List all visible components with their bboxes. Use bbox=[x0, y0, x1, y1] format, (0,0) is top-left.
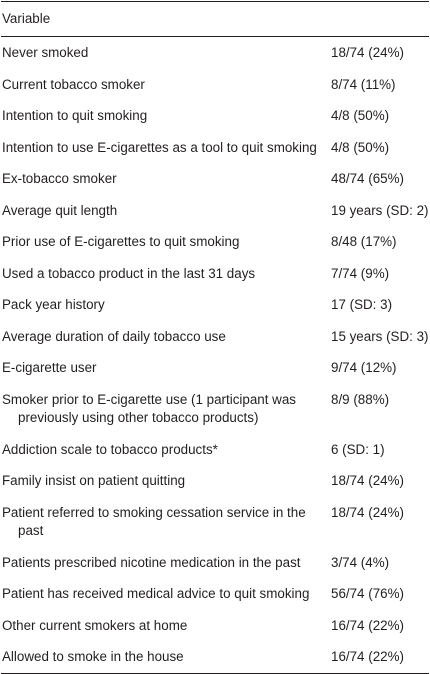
row-label: Prior use of E-cigarettes to quit smokin… bbox=[2, 234, 240, 249]
row-value: 7/74 (9%) bbox=[331, 265, 390, 281]
row-value: 3/74 (4%) bbox=[331, 554, 390, 570]
row-value: 16/74 (22%) bbox=[331, 617, 404, 633]
row-label: Other current smokers at home bbox=[2, 617, 188, 633]
row-label: Allowed to smoke in the house bbox=[2, 649, 184, 664]
row-value: 56/74 (76%) bbox=[331, 586, 404, 601]
row-value: 18/74 (24%) bbox=[331, 45, 404, 60]
row-label: Patient has received medical advice to q… bbox=[2, 586, 310, 601]
row-label: Smoker prior to E-cigarette use (1 parti… bbox=[2, 391, 296, 426]
row-value: 19 years (SD: 2) bbox=[331, 202, 429, 218]
row-label: Never smoked bbox=[2, 45, 89, 60]
table-row: E-cigarette user 9/74 (12%) bbox=[1, 352, 429, 384]
table-row: Other current smokers at home 16/74 (22%) bbox=[1, 610, 429, 642]
table-row: Patient has received medical advice to q… bbox=[1, 578, 429, 610]
row-value: 8/48 (17%) bbox=[331, 234, 397, 249]
row-value: 8/74 (11%) bbox=[331, 76, 396, 92]
table-row: Addiction scale to tobacco products* 6 (S… bbox=[1, 434, 429, 466]
row-label: Addiction scale to tobacco products* bbox=[2, 441, 218, 457]
row-value: 9/74 (12%) bbox=[331, 360, 397, 375]
row-value: 18/74 (24%) bbox=[331, 473, 404, 488]
row-value: 8/9 (88%) bbox=[331, 391, 390, 407]
table-row: Allowed to smoke in the house 16/74 (22%) bbox=[1, 641, 429, 673]
table-row: Average duration of daily tobacco use 15 … bbox=[1, 321, 429, 353]
row-label: Patient referred to smoking cessation se… bbox=[2, 504, 306, 539]
table-row: Smoker prior to E-cigarette use (1 parti… bbox=[1, 384, 429, 434]
row-value: 48/74 (65%) bbox=[331, 171, 404, 186]
row-label: Ex-tobacco smoker bbox=[2, 171, 117, 186]
table-row: Ex-tobacco smoker 48/74 (65%) bbox=[1, 163, 429, 195]
row-label: Average quit length bbox=[2, 202, 118, 218]
row-value: 15 years (SD: 3) bbox=[331, 328, 429, 344]
row-value: 4/8 (50%) bbox=[331, 139, 390, 155]
row-label: Current tobacco smoker bbox=[2, 76, 145, 92]
table-row: Current tobacco smoker 8/74 (11%) bbox=[1, 69, 429, 101]
row-value: 4/8 (50%) bbox=[331, 108, 390, 123]
row-label: Intention to quit smoking bbox=[2, 108, 148, 123]
table-row: Prior use of E-cigarettes to quit smokin… bbox=[1, 226, 429, 258]
header-variable: Variable bbox=[2, 10, 51, 26]
table-row: Never smoked 18/74 (24%) bbox=[1, 37, 429, 69]
row-value: 16/74 (22%) bbox=[331, 649, 404, 664]
table-row: Patient referred to smoking cessation se… bbox=[1, 497, 429, 547]
row-label: Average duration of daily tobacco use bbox=[2, 328, 226, 344]
table-row: Intention to quit smoking 4/8 (50%) bbox=[1, 100, 429, 132]
table-body: Never smoked 18/74 (24%) Current tobacco s… bbox=[1, 37, 429, 673]
row-label: Used a tobacco product in the last 31 da… bbox=[2, 265, 256, 281]
row-label: Family insist on patient quitting bbox=[2, 473, 186, 488]
table-row: Patients prescribed nicotine medication … bbox=[1, 547, 429, 579]
row-label: Pack year history bbox=[2, 297, 105, 312]
row-value: 6 (SD: 1) bbox=[331, 441, 385, 457]
table-row: Family insist on patient quitting 18/74 (… bbox=[1, 465, 429, 497]
table-header: Variable bbox=[1, 2, 429, 37]
table-row: Used a tobacco product in the last 31 da… bbox=[1, 258, 429, 290]
row-value: 17 (SD: 3) bbox=[331, 297, 393, 312]
row-label: Patients prescribed nicotine medication … bbox=[2, 554, 301, 570]
table-row: Pack year history 17 (SD: 3) bbox=[1, 289, 429, 321]
table-row: Average quit length 19 years (SD: 2) bbox=[1, 195, 429, 227]
row-value: 18/74 (24%) bbox=[331, 504, 404, 520]
row-label: Intention to use E-cigarettes as a tool … bbox=[2, 139, 317, 155]
row-label: E-cigarette user bbox=[2, 360, 97, 375]
table-row: Intention to use E-cigarettes as a tool … bbox=[1, 132, 429, 164]
